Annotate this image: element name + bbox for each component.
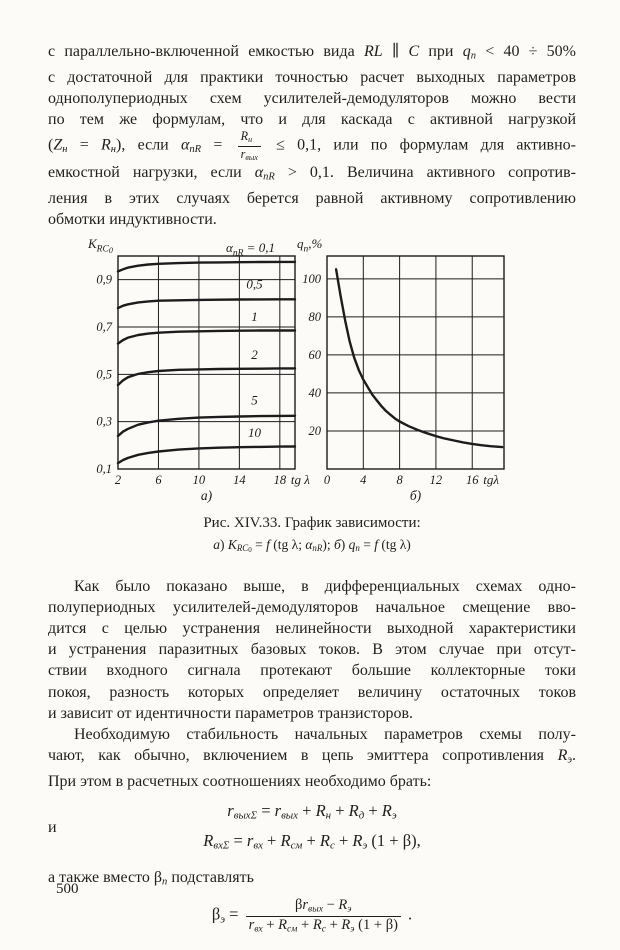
svg-text:αnR = 0,1: αnR = 0,1 [226, 239, 275, 257]
svg-text:0,5: 0,5 [96, 367, 112, 381]
svg-text:40: 40 [309, 385, 322, 399]
svg-text:а): а) [201, 488, 213, 503]
svg-text:5: 5 [251, 392, 258, 407]
svg-text:10: 10 [193, 473, 206, 487]
svg-text:12: 12 [430, 473, 443, 487]
svg-text:10: 10 [248, 425, 261, 440]
svg-text:8: 8 [396, 473, 403, 487]
chart-b-qn-vs-tgl: 0 4 8 12 16 20 40 60 80 100 tgλ qn,% б) [297, 236, 505, 503]
text-line: и зависит от идентичности параметров тра… [48, 704, 414, 722]
svg-text:tg λ: tg λ [291, 472, 310, 487]
svg-text:14: 14 [233, 473, 246, 487]
text-line: покоя, разность которых определяет велич… [48, 683, 576, 701]
formula-beta-e: βэ = βrвых − Rэ rвх + Rсм + Rс + Rэ (1 + … [211, 897, 413, 935]
svg-text:18: 18 [274, 473, 287, 487]
paragraph-2: Как было показано выше, в дифференциальн… [48, 576, 576, 724]
svg-text:60: 60 [309, 347, 322, 361]
text-line: дится с целью устранения нелинейности вы… [48, 620, 576, 638]
text-line: с параллельно-включенной емкостью вида R… [48, 43, 577, 62]
text-line: Необходимую стабильность начальных парам… [74, 726, 576, 744]
text-line: чают, как обычно, включением в цепь эмит… [48, 747, 576, 766]
text-line: (Zн = Rн), если αnR = Rн rвых ≤ 0,1, или … [48, 129, 576, 162]
svg-text:16: 16 [466, 473, 479, 487]
svg-text:20: 20 [309, 423, 322, 437]
svg-text:0,7: 0,7 [96, 320, 112, 334]
chart-a-krc-vs-tgl: 2 6 10 14 18 0,1 0,3 0,5 0,7 0,9 tg λ KRC0 αnR = 0,1… [87, 236, 310, 503]
svg-text:qn,%: qn,% [297, 236, 323, 255]
svg-text:0: 0 [324, 473, 331, 487]
paragraph-3: Необходимую стабильность начальных парам… [48, 724, 576, 792]
text-line: ствии входного сигнала протекают большие… [48, 662, 576, 680]
connector-i: и [48, 819, 57, 837]
formula-r-out-sum: rвыхΣ = rвых + Rн + Rд + Rэ [227, 801, 397, 823]
svg-text:tgλ: tgλ [483, 472, 499, 487]
text-line: полупериодных усилителей-демодуляторов н… [48, 598, 576, 616]
svg-text:0,9: 0,9 [96, 272, 112, 286]
text-line-beta-substitute: а также вместо βn подставлять [48, 868, 254, 888]
svg-text:4: 4 [360, 473, 366, 487]
svg-text:KRC0: KRC0 [87, 236, 113, 255]
svg-text:б): б) [410, 488, 422, 503]
figure-caption-line-1: Рис. XIV.33. График зависимости: [203, 514, 421, 531]
formula-r-in-sum: и RвхΣ = rвх + Rсм + Rс + Rэ (1 + β), [48, 819, 576, 857]
text-line: Как было показано выше, в дифференциальн… [74, 577, 576, 595]
paragraph-1: с параллельно-включенной емкостью вида R… [48, 41, 576, 231]
svg-text:1: 1 [251, 308, 257, 323]
svg-text:6: 6 [155, 473, 162, 487]
svg-text:0,1: 0,1 [96, 462, 112, 476]
page-number: 500 [56, 881, 79, 897]
text-line: однополупериодных схем усилителей-демоду… [48, 90, 576, 108]
svg-text:100: 100 [302, 271, 322, 285]
text-line: с достаточной для практики точностью рас… [48, 68, 576, 86]
formula-r-in-sum-body: RвхΣ = rвх + Rсм + Rс + Rэ (1 + β), [203, 831, 421, 852]
svg-text:0,5: 0,5 [246, 276, 263, 291]
svg-text:2: 2 [115, 473, 121, 487]
text-line: При этом в расчетных соотношениях необхо… [48, 773, 432, 791]
svg-text:0,3: 0,3 [96, 414, 112, 428]
text-line: по тем же формулам, что и для каскада с … [48, 111, 576, 129]
text-line: и устранения паразитных базовых токов. В… [48, 641, 576, 659]
svg-text:2: 2 [251, 346, 258, 361]
figure-xiv-33: 2 6 10 14 18 0,1 0,3 0,5 0,7 0,9 tg λ KRC0 αnR = 0,1… [48, 236, 576, 503]
text-line: обмотки индуктивности. [48, 211, 217, 229]
text-line: ления в этих случаях берется равной акти… [48, 190, 576, 208]
text-line: емкостной нагрузки, если αnR > 0,1. Вели… [48, 164, 576, 183]
figure-caption-line-2: а) KRC0 = f (tg λ; αnR); б) qn = f (tg λ… [213, 536, 411, 554]
svg-text:80: 80 [309, 309, 322, 323]
